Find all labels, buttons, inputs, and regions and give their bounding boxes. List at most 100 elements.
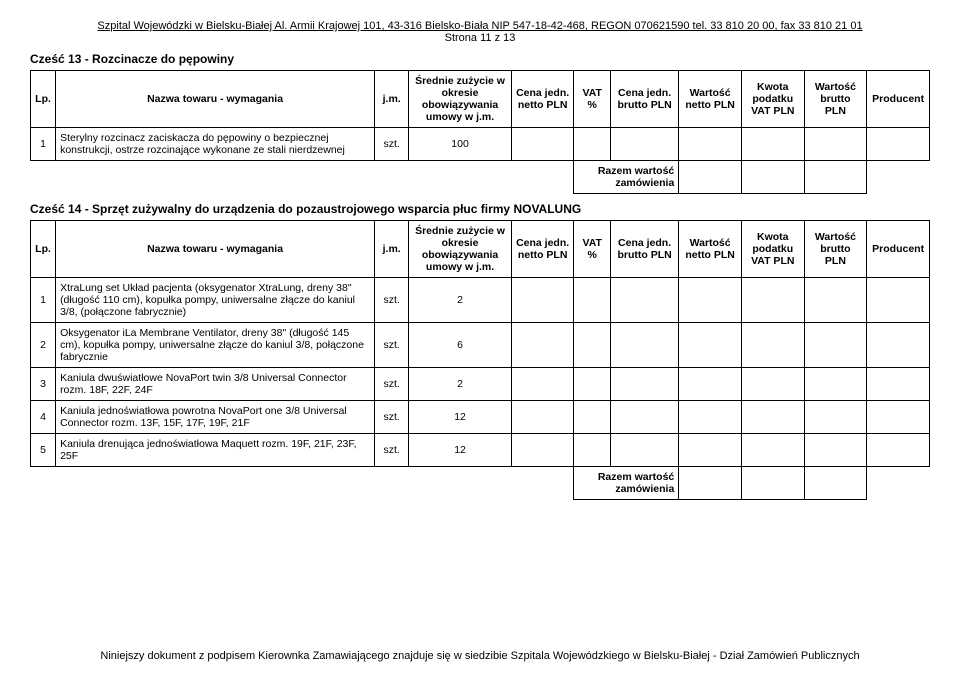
cell-empty: [511, 278, 574, 323]
razem-spacer: [31, 467, 574, 500]
cell-jm: szt.: [375, 323, 409, 368]
cell-empty: [804, 161, 867, 194]
cell-lp: 1: [31, 278, 56, 323]
cell-empty: [804, 278, 867, 323]
cell-empty: [867, 401, 930, 434]
col-jm: j.m.: [375, 71, 409, 128]
cell-lp: 2: [31, 323, 56, 368]
cell-jm: szt.: [375, 434, 409, 467]
table-row: 3 Kaniula dwuświatłowe NovaPort twin 3/8…: [31, 368, 930, 401]
cell-empty: [679, 401, 742, 434]
razem-label: Razem wartość zamówienia: [574, 467, 679, 500]
cell-qty: 2: [409, 278, 512, 323]
cell-empty: [574, 401, 610, 434]
cell-empty: [574, 368, 610, 401]
cell-jm: szt.: [375, 128, 409, 161]
cell-empty: [511, 401, 574, 434]
col-wartosc-brutto: Wartość brutto PLN: [804, 221, 867, 278]
cell-empty: [679, 323, 742, 368]
cell-empty: [804, 467, 867, 500]
table-row: 1 Sterylny rozcinacz zaciskacza do pępow…: [31, 128, 930, 161]
table-row: 1 XtraLung set Układ pacjenta (oksygenat…: [31, 278, 930, 323]
cell-empty: [574, 278, 610, 323]
cell-lp: 4: [31, 401, 56, 434]
cell-empty: [741, 434, 804, 467]
col-zuzycie: Średnie zużycie w okresie obowiązywania …: [409, 221, 512, 278]
cell-empty: [741, 278, 804, 323]
page-number: Strona 11 z 13: [30, 32, 930, 44]
cell-empty: [804, 401, 867, 434]
cell-empty: [610, 434, 678, 467]
cell-empty: [741, 401, 804, 434]
cell-empty: [867, 323, 930, 368]
section-13-title: Cześć 13 - Rozcinacze do pępowiny: [30, 52, 930, 66]
section-13-table: Lp. Nazwa towaru - wymagania j.m. Średni…: [30, 70, 930, 194]
cell-empty: [610, 401, 678, 434]
cell-empty: [511, 128, 574, 161]
col-name: Nazwa towaru - wymagania: [56, 71, 375, 128]
cell-empty: [679, 128, 742, 161]
col-cena-brutto: Cena jedn. brutto PLN: [610, 71, 678, 128]
cell-empty: [679, 278, 742, 323]
cell-empty: [574, 128, 610, 161]
document-header: Szpital Wojewódzki w Bielsku-Białej Al. …: [30, 20, 930, 32]
cell-empty: [804, 128, 867, 161]
col-vat: VAT %: [574, 221, 610, 278]
table-header-row: Lp. Nazwa towaru - wymagania j.m. Średni…: [31, 71, 930, 128]
razem-row: Razem wartość zamówienia: [31, 467, 930, 500]
cell-name: XtraLung set Układ pacjenta (oksygenator…: [56, 278, 375, 323]
cell-qty: 6: [409, 323, 512, 368]
table-row: 4 Kaniula jednoświatłowa powrotna NovaPo…: [31, 401, 930, 434]
cell-lp: 1: [31, 128, 56, 161]
cell-name: Sterylny rozcinacz zaciskacza do pępowin…: [56, 128, 375, 161]
cell-empty: [679, 434, 742, 467]
col-wartosc-netto: Wartość netto PLN: [679, 71, 742, 128]
cell-empty: [511, 323, 574, 368]
cell-empty: [610, 128, 678, 161]
cell-qty: 12: [409, 434, 512, 467]
col-cena-netto: Cena jedn. netto PLN: [511, 221, 574, 278]
section-14-title: Cześć 14 - Sprzęt zużywalny do urządzeni…: [30, 202, 930, 216]
cell-jm: szt.: [375, 368, 409, 401]
document-footer: Niniejszy dokument z podpisem Kierownka …: [0, 650, 960, 662]
cell-name: Kaniula dwuświatłowe NovaPort twin 3/8 U…: [56, 368, 375, 401]
col-cena-brutto: Cena jedn. brutto PLN: [610, 221, 678, 278]
cell-name: Oksygenator iLa Membrane Ventilator, dre…: [56, 323, 375, 368]
cell-empty: [804, 368, 867, 401]
col-lp: Lp.: [31, 71, 56, 128]
cell-empty: [741, 323, 804, 368]
col-kwota-vat: Kwota podatku VAT PLN: [741, 71, 804, 128]
col-producent: Producent: [867, 221, 930, 278]
col-zuzycie: Średnie zużycie w okresie obowiązywania …: [409, 71, 512, 128]
cell-empty: [610, 278, 678, 323]
cell-empty: [574, 434, 610, 467]
razem-row: Razem wartość zamówienia: [31, 161, 930, 194]
cell-empty: [804, 323, 867, 368]
cell-lp: 3: [31, 368, 56, 401]
cell-empty: [574, 323, 610, 368]
cell-empty: [679, 161, 742, 194]
col-cena-netto: Cena jedn. netto PLN: [511, 71, 574, 128]
cell-empty: [511, 434, 574, 467]
col-kwota-vat: Kwota podatku VAT PLN: [741, 221, 804, 278]
col-wartosc-netto: Wartość netto PLN: [679, 221, 742, 278]
cell-empty: [867, 368, 930, 401]
cell-empty: [867, 128, 930, 161]
cell-name: Kaniula drenująca jednoświatłowa Maquett…: [56, 434, 375, 467]
cell-empty: [679, 368, 742, 401]
cell-empty: [867, 278, 930, 323]
section-14-table: Lp. Nazwa towaru - wymagania j.m. Średni…: [30, 220, 930, 500]
cell-empty: [679, 467, 742, 500]
cell-empty: [741, 128, 804, 161]
cell-empty: [610, 323, 678, 368]
col-lp: Lp.: [31, 221, 56, 278]
cell-qty: 100: [409, 128, 512, 161]
cell-jm: szt.: [375, 401, 409, 434]
razem-label: Razem wartość zamówienia: [574, 161, 679, 194]
cell-qty: 12: [409, 401, 512, 434]
razem-spacer: [867, 161, 930, 194]
cell-empty: [610, 368, 678, 401]
table-row: 5 Kaniula drenująca jednoświatłowa Maque…: [31, 434, 930, 467]
col-name: Nazwa towaru - wymagania: [56, 221, 375, 278]
table-row: 2 Oksygenator iLa Membrane Ventilator, d…: [31, 323, 930, 368]
